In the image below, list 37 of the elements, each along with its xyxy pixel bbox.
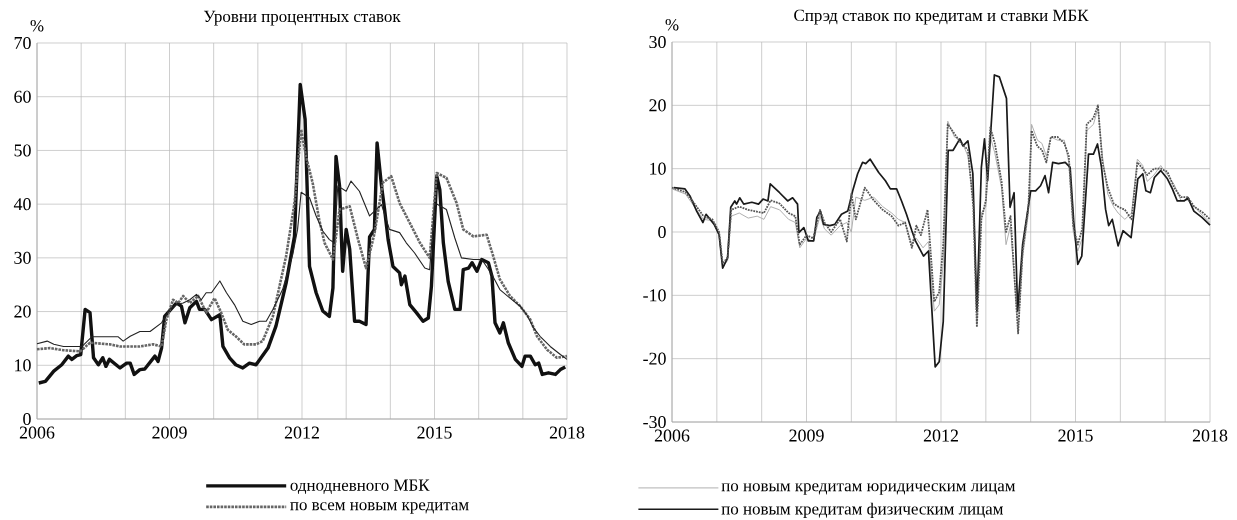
- x-tick-label: 2009: [152, 426, 187, 439]
- x-tick-label: 2006: [19, 426, 55, 439]
- line-series: [36, 180, 568, 360]
- y-tick-label: 30: [14, 251, 31, 264]
- x-tick-label: 2015: [1058, 429, 1093, 442]
- legend-label: по новым кредитам юридическим лицам: [721, 483, 1016, 495]
- x-tick-label: 2018: [549, 426, 585, 439]
- x-tick-label: 2012: [284, 426, 319, 439]
- y-tick-label: 10: [15, 359, 31, 372]
- y-tick-label: 0: [23, 412, 31, 426]
- legend-label: по всем новым кредитам: [290, 502, 469, 514]
- legend-label: однодневного МБК: [290, 479, 430, 494]
- legend-label: по новым кредитам физическим лицам: [721, 502, 1004, 518]
- y-tick-label: 60: [14, 90, 31, 103]
- y-axis-title: %: [30, 19, 44, 32]
- line-series: [37, 82, 567, 385]
- x-tick-label: 2015: [417, 426, 452, 439]
- x-tick-label: 2009: [789, 429, 824, 442]
- y-tick-label: 30: [649, 35, 666, 49]
- y-tick-label: -20: [643, 352, 666, 365]
- x-tick-label: 2006: [654, 429, 690, 442]
- y-tick-label: 20: [14, 305, 31, 318]
- y-axis-title: %: [665, 18, 679, 31]
- line-series: [35, 128, 569, 360]
- chart-title: Спрэд ставок по кредитам и ставки МБК: [794, 9, 1089, 25]
- y-tick-label: -10: [643, 289, 666, 302]
- y-tick-label: 20: [649, 99, 666, 112]
- chart-title: Уровни процентных ставок: [203, 10, 401, 26]
- x-tick-label: 2018: [1192, 429, 1228, 442]
- y-tick-label: 70: [14, 36, 31, 50]
- y-tick-label: 0: [658, 225, 666, 239]
- y-tick-label: 40: [13, 198, 31, 211]
- line-series: [672, 74, 1211, 368]
- y-tick-label: 50: [14, 144, 31, 157]
- y-tick-label: -30: [643, 415, 666, 429]
- x-tick-label: 2012: [923, 429, 958, 442]
- y-tick-label: 10: [650, 162, 666, 175]
